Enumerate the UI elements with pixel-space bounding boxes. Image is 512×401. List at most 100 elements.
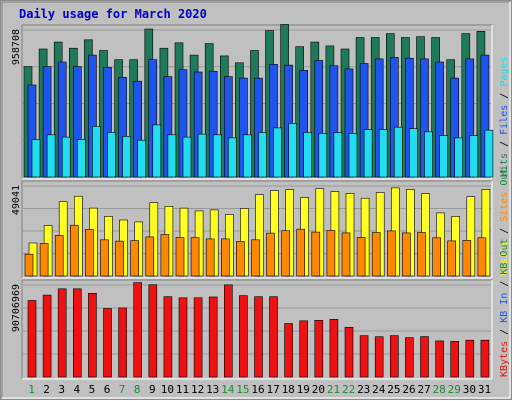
- bar-kbytes-day-31: [480, 339, 490, 378]
- bar-kbytes-day-29: [450, 340, 460, 378]
- bar-pages-day-9: [152, 124, 162, 178]
- bar-pages-day-11: [182, 136, 192, 178]
- day-label-12: 12: [191, 383, 204, 396]
- day-label-14: 14: [221, 383, 235, 396]
- legend-entry: KB In: [499, 293, 510, 329]
- legend-entry: /: [499, 281, 510, 293]
- bar-sites-day-5: [85, 229, 94, 277]
- bar-sites-day-11: [175, 237, 185, 277]
- bar-sites-day-14: [221, 238, 230, 277]
- day-label-6: 6: [104, 383, 111, 396]
- legend-entry: Pages: [499, 57, 510, 93]
- bar-kbytes-day-30: [465, 339, 475, 378]
- bar-pages-day-24: [378, 129, 388, 178]
- max-label-middle: 49041: [11, 185, 22, 215]
- bar-pages-day-29: [454, 137, 464, 178]
- day-label-2: 2: [43, 383, 50, 396]
- bar-sites-day-1: [24, 253, 34, 277]
- bar-kbytes-day-5: [88, 292, 97, 378]
- day-label-30: 30: [463, 383, 476, 396]
- bar-kbytes-day-14: [224, 284, 233, 378]
- bar-sites-day-24: [371, 232, 381, 277]
- day-label-20: 20: [312, 383, 325, 396]
- bar-sites-day-20: [311, 231, 321, 277]
- bar-sites-day-31: [477, 237, 487, 277]
- bar-sites-day-3: [54, 235, 64, 277]
- bar-sites-day-6: [100, 239, 109, 277]
- day-label-27: 27: [417, 383, 430, 396]
- bar-pages-day-27: [424, 131, 433, 178]
- bar-pages-day-23: [363, 129, 373, 178]
- bar-sites-day-19: [296, 228, 306, 277]
- bar-sites-day-10: [160, 234, 170, 277]
- day-label-18: 18: [282, 383, 295, 396]
- bar-pages-day-20: [318, 133, 328, 178]
- bar-kbytes-day-13: [208, 296, 218, 378]
- max-label-top: 958708: [11, 29, 22, 65]
- bar-sites-day-28: [432, 237, 441, 277]
- day-label-10: 10: [161, 383, 174, 396]
- bar-sites-day-13: [205, 238, 215, 277]
- bar-pages-day-21: [333, 132, 343, 178]
- bar-pages-day-17: [273, 127, 282, 178]
- bar-sites-day-9: [145, 236, 155, 277]
- bar-kbytes-day-3: [57, 288, 67, 378]
- day-label-22: 22: [342, 383, 355, 396]
- legend-entry: KBytes: [499, 341, 510, 377]
- bar-pages-day-4: [77, 139, 86, 178]
- bar-pages-day-10: [167, 134, 177, 178]
- day-label-21: 21: [327, 383, 340, 396]
- bar-kbytes-day-16: [254, 296, 263, 378]
- bar-kbytes-day-6: [103, 308, 112, 378]
- bar-kbytes-day-25: [389, 335, 399, 378]
- bar-pages-day-13: [212, 134, 222, 178]
- bar-kbytes-day-21: [329, 318, 339, 378]
- bar-sites-day-15: [236, 241, 245, 277]
- bar-pages-day-22: [348, 133, 358, 178]
- bar-kbytes-day-23: [359, 335, 369, 378]
- day-label-19: 19: [297, 383, 310, 396]
- legend-bottom: KBytes / KB In / KB Out: [499, 239, 510, 378]
- legend-entry: Hits: [499, 153, 510, 177]
- legend-entry: /: [499, 228, 510, 240]
- bar-pages-day-31: [484, 129, 494, 178]
- legend-middle: Visits / Sites Out: [499, 168, 510, 276]
- bar-pages-day-6: [107, 132, 116, 178]
- bar-pages-day-15: [243, 134, 252, 178]
- bar-sites-day-26: [402, 232, 411, 277]
- bar-pages-day-16: [258, 132, 267, 178]
- bar-sites-day-12: [190, 237, 200, 277]
- bar-kbytes-day-18: [284, 323, 293, 378]
- day-label-5: 5: [89, 383, 96, 396]
- legend-entry: /: [499, 93, 510, 105]
- bar-kbytes-day-15: [239, 295, 248, 378]
- bar-kbytes-day-20: [314, 319, 324, 378]
- bar-sites-day-29: [447, 240, 457, 277]
- legend-entry: Visits: [499, 240, 510, 276]
- bar-sites-day-16: [251, 239, 260, 277]
- bar-pages-day-30: [469, 135, 479, 178]
- day-label-25: 25: [387, 383, 400, 396]
- day-label-29: 29: [448, 383, 461, 396]
- bar-sites-day-17: [266, 232, 275, 277]
- bar-pages-day-28: [439, 135, 448, 178]
- bar-kbytes-day-12: [193, 297, 203, 378]
- bar-sites-day-8: [130, 240, 139, 277]
- bar-pages-day-25: [393, 126, 403, 178]
- bar-kbytes-day-2: [42, 294, 52, 378]
- legend-entry: /: [499, 141, 510, 153]
- bar-sites-day-27: [417, 232, 426, 277]
- bar-kbytes-day-28: [435, 340, 444, 378]
- bar-kbytes-day-7: [118, 307, 127, 378]
- bar-kbytes-day-10: [163, 296, 173, 378]
- day-label-28: 28: [433, 383, 446, 396]
- day-label-16: 16: [251, 383, 264, 396]
- legend-entry: KB Out: [499, 239, 510, 281]
- bar-kbytes-day-17: [269, 296, 278, 378]
- day-label-23: 23: [357, 383, 370, 396]
- bar-pages-day-2: [46, 134, 56, 178]
- bar-sites-day-2: [39, 243, 49, 277]
- bar-kbytes-day-11: [178, 297, 188, 378]
- day-label-15: 15: [236, 383, 249, 396]
